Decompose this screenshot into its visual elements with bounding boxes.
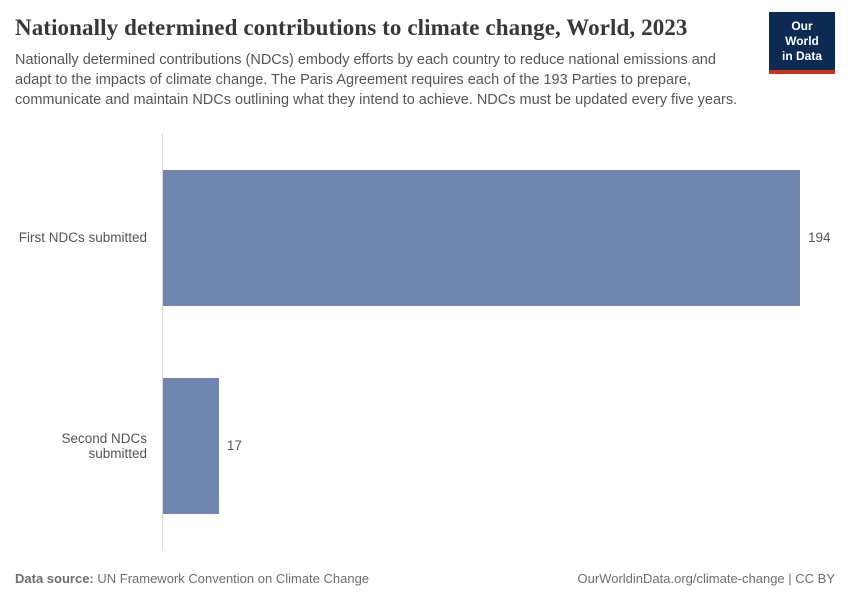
bar-chart: First NDCs submitted 194 Second NDCs submi…: [0, 133, 850, 551]
attribution-link[interactable]: OurWorldinData.org/climate-change | CC B…: [577, 571, 835, 586]
data-source-label: Data source:: [15, 571, 94, 586]
data-source: Data source: UN Framework Convention on …: [15, 571, 369, 586]
chart-row: First NDCs submitted 194: [0, 134, 850, 342]
bar-value-label: 17: [226, 438, 242, 454]
bar-track: 17: [163, 377, 850, 514]
chart-subtitle: Nationally determined contributions (NDC…: [15, 51, 738, 108]
y-axis-line: [162, 133, 163, 551]
owid-logo-line2: in Data: [781, 49, 822, 63]
chart-footer: Data source: UN Framework Convention on …: [15, 571, 835, 586]
chart-header: Nationally determined contributions to c…: [0, 0, 850, 110]
bar-value-label: 194: [808, 230, 831, 246]
category-label: First NDCs submitted: [18, 230, 147, 246]
owid-logo[interactable]: Our World in Data: [769, 12, 835, 74]
bar-track: 194: [163, 169, 850, 306]
bar[interactable]: [163, 377, 219, 514]
page-title: Nationally determined contributions to c…: [15, 15, 688, 40]
chart-row: Second NDCs submitted 17: [0, 342, 850, 550]
bar[interactable]: [163, 169, 800, 306]
category-label: Second NDCs submitted: [61, 430, 147, 461]
owid-logo-line1: Our World: [785, 19, 819, 48]
data-source-value: UN Framework Convention on Climate Chang…: [93, 571, 370, 586]
